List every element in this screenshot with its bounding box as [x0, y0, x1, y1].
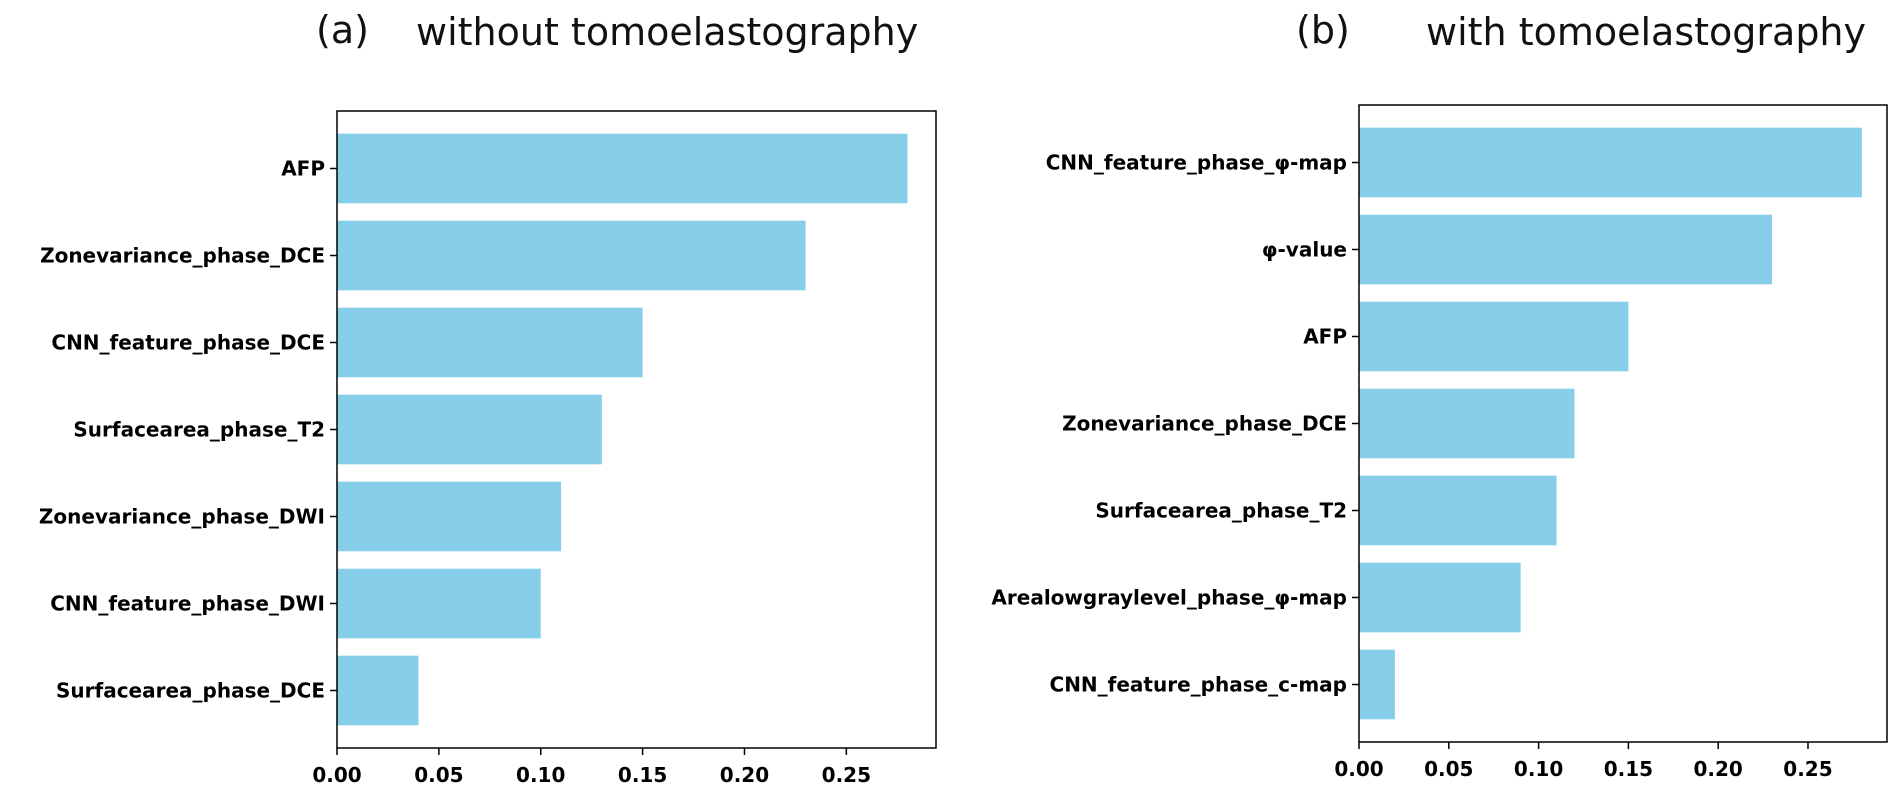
bar — [337, 655, 419, 726]
category-label: Zonevariance_phase_DCE — [1062, 412, 1347, 436]
panel-a-label: (a) — [316, 8, 369, 52]
x-tick-label: 0.25 — [1783, 757, 1832, 781]
category-label: CNN_feature_phase_c-map — [1050, 673, 1347, 697]
category-label: Surfacearea_phase_T2 — [1095, 499, 1347, 523]
bar — [1359, 214, 1773, 285]
panel-b-label: (b) — [1296, 8, 1350, 52]
x-tick-label: 0.10 — [516, 763, 565, 787]
x-tick-label: 0.25 — [822, 763, 871, 787]
x-tick-label: 0.15 — [618, 763, 667, 787]
category-label: Zonevariance_phase_DWI — [39, 505, 325, 529]
bar — [1359, 301, 1629, 372]
bar — [1359, 475, 1557, 546]
bar — [337, 481, 562, 552]
plot-frame — [1358, 104, 1888, 743]
category-label: Surfacearea_phase_T2 — [73, 418, 325, 442]
category-label: CNN_feature_phase_φ-map — [1046, 151, 1347, 175]
bar — [1359, 649, 1395, 720]
x-tick-label: 0.00 — [312, 763, 361, 787]
bar — [1359, 388, 1575, 459]
category-label: AFP — [281, 157, 325, 181]
x-tick-label: 0.00 — [1334, 757, 1383, 781]
category-label: Surfacearea_phase_DCE — [56, 679, 325, 703]
chart-a: AFP Zonevariance_phase_DCE CNN_feature_pha… — [39, 110, 937, 787]
x-tick-label: 0.05 — [1424, 757, 1473, 781]
x-tick-label: 0.05 — [414, 763, 463, 787]
bar — [337, 568, 541, 639]
x-tick-label: 0.10 — [1514, 757, 1563, 781]
chart-b: CNN_feature_phase_φ-map φ-value AFP Zonevar… — [991, 104, 1888, 781]
x-tick-label: 0.20 — [720, 763, 769, 787]
category-label: AFP — [1303, 325, 1347, 349]
bar — [1359, 127, 1862, 198]
x-tick-label: 0.15 — [1604, 757, 1653, 781]
panel-a-title: without tomoelastography — [416, 10, 919, 54]
bar — [337, 394, 602, 465]
bar — [337, 220, 806, 291]
plot-frame — [336, 110, 937, 749]
panel-b-title: with tomoelastography — [1426, 10, 1867, 54]
category-label: Zonevariance_phase_DCE — [40, 244, 325, 268]
bar — [1359, 562, 1521, 633]
category-label: CNN_feature_phase_DCE — [51, 331, 325, 355]
bar — [337, 307, 643, 378]
bar — [337, 133, 908, 204]
x-tick-label: 0.20 — [1694, 757, 1743, 781]
category-label: Arealowgraylevel_phase_φ-map — [991, 586, 1347, 610]
category-label: φ-value — [1262, 238, 1347, 262]
category-label: CNN_feature_phase_DWI — [50, 592, 325, 616]
